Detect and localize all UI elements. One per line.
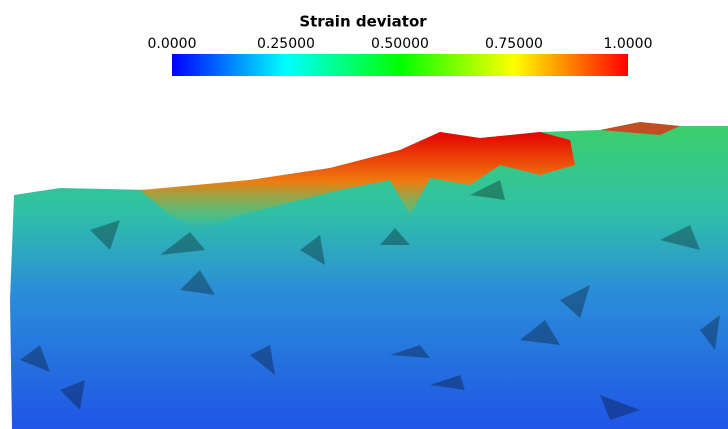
colorbar-tick-label: 0.50000 <box>371 36 429 52</box>
colorbar-gradient <box>172 54 628 76</box>
colorbar-title: Strain deviator <box>299 13 427 31</box>
colorbar-tick-label: 1.0000 <box>604 36 653 52</box>
colorbar-tick-label: 0.25000 <box>257 36 315 52</box>
colorbar-tick-label: 0.0000 <box>148 36 197 52</box>
mesh <box>10 122 728 429</box>
colorbar-tick-label: 0.75000 <box>485 36 543 52</box>
colorbar: Strain deviator 0.0000 0.25000 0.50000 0.75… <box>148 13 653 76</box>
